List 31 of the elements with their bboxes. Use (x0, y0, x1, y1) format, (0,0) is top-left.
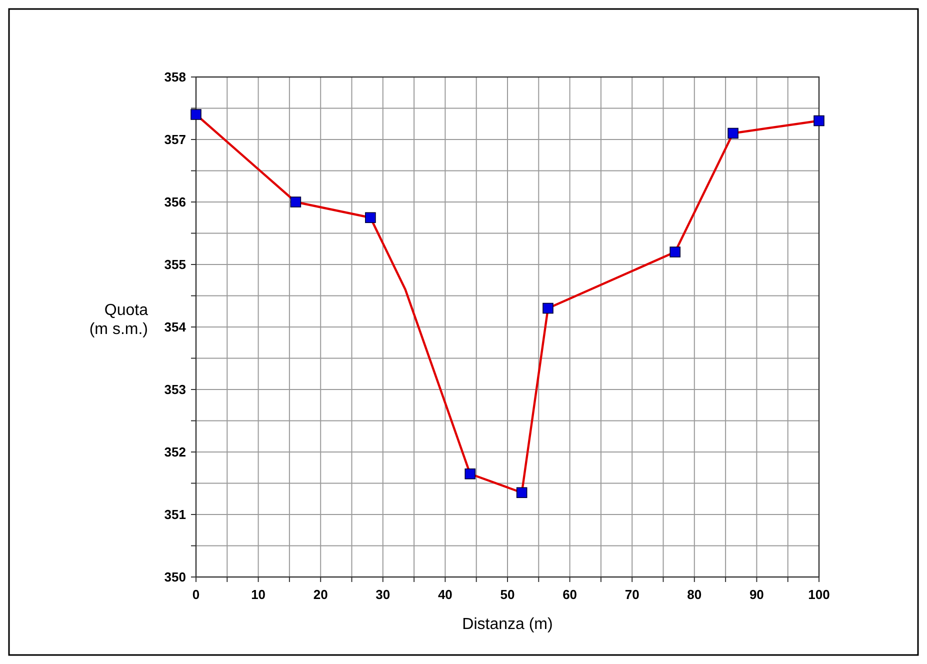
point (464, 468, 476, 480)
x-tick-label: 70 (624, 587, 640, 602)
point (365, 212, 376, 224)
y-tick-label: 351 (164, 507, 186, 522)
y-tick-label: 356 (164, 194, 186, 210)
x-tick-label: 40 (438, 587, 452, 602)
x-tick-label: 60 (562, 587, 578, 602)
y-tick-label: 357 (164, 132, 186, 147)
x-tick-label: 50 (500, 587, 515, 602)
x-tick-label: 10 (251, 587, 266, 602)
point (190, 109, 202, 120)
point (670, 246, 680, 258)
point (728, 128, 738, 139)
point (290, 196, 302, 208)
x-tick-label: 30 (376, 587, 390, 602)
x-tick-label: 80 (687, 587, 702, 602)
x-tick-label: 90 (749, 587, 764, 602)
y-tick-label: 350 (164, 570, 186, 584)
y-axis-title: Quota (m s.m.) (89, 302, 148, 338)
x-tick-label: 100 (808, 587, 830, 602)
y-tick-label: 352 (164, 444, 186, 460)
point (814, 115, 824, 126)
point (516, 487, 528, 498)
y-tick-label: 354 (164, 320, 187, 334)
y-tick-label: 353 (164, 382, 186, 397)
x-axis-title: Distanza (m) (462, 616, 553, 633)
point (542, 302, 554, 314)
x-tick-label: 20 (313, 587, 328, 602)
y-tick-label: 358 (164, 70, 186, 84)
x-tick-label: 0 (192, 587, 200, 602)
y-tick-label: 355 (164, 257, 186, 272)
